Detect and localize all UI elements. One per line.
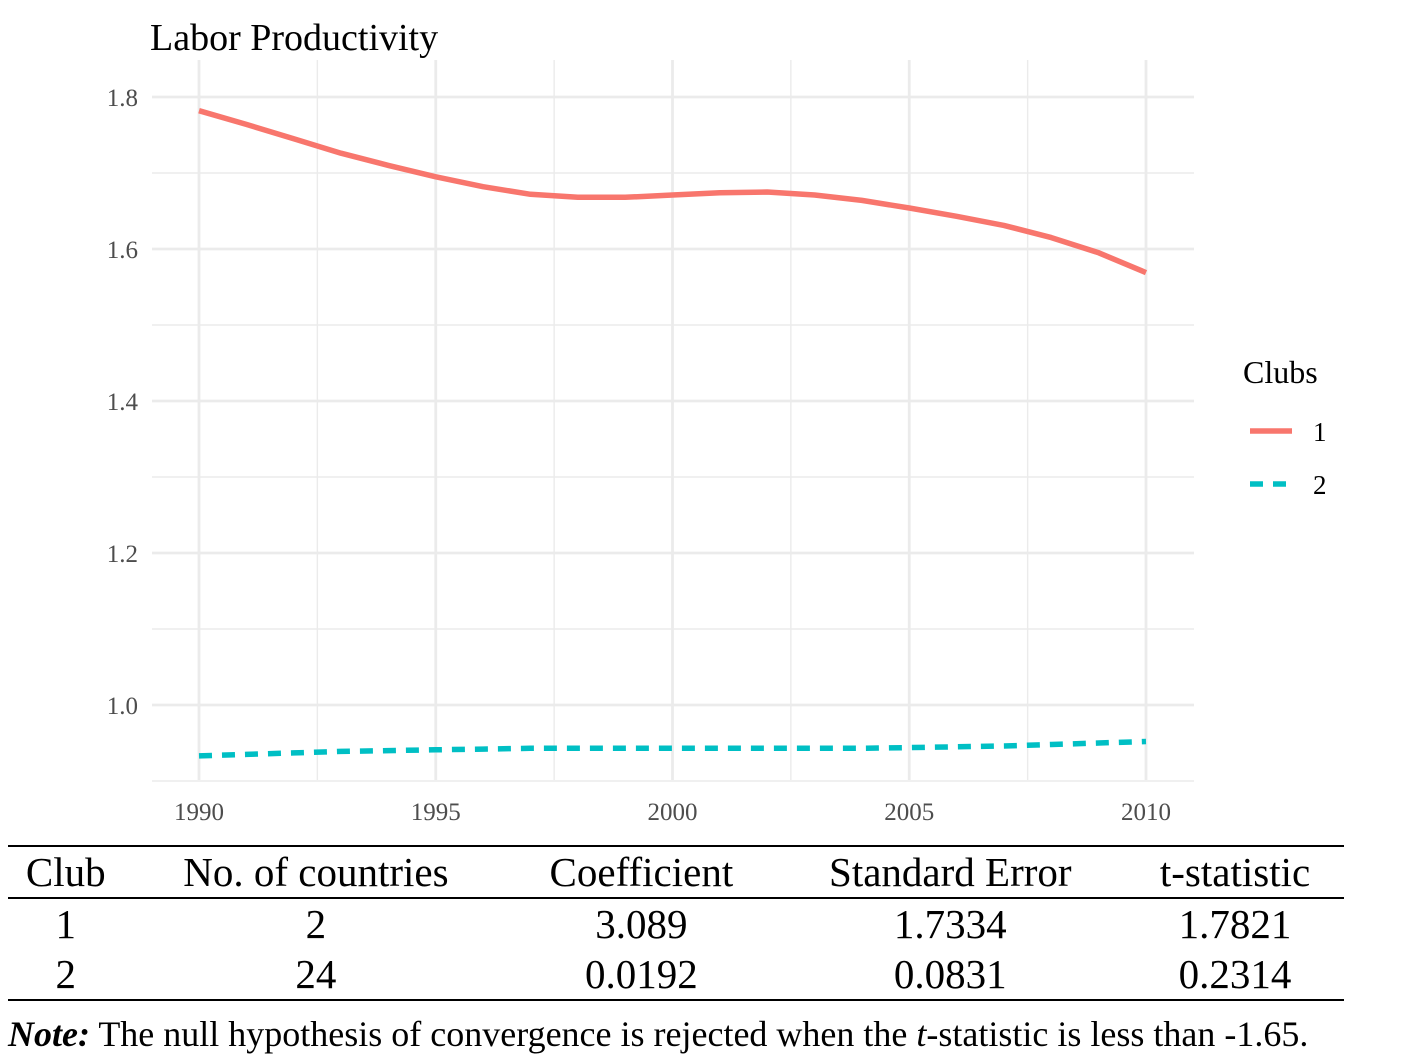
legend-title: Clubs xyxy=(1243,354,1318,390)
legend: Clubs 1 2 xyxy=(1243,354,1327,500)
cell-coefficient: 3.089 xyxy=(595,901,688,947)
major-gridlines xyxy=(152,60,1194,780)
y-tick-label: 1.2 xyxy=(107,541,138,568)
x-tick-label: 1995 xyxy=(411,799,461,826)
y-axis-ticks: 1.0 1.2 1.4 1.6 1.8 xyxy=(107,85,139,720)
table-note: Note: The null hypothesis of convergence… xyxy=(8,1010,1308,1058)
x-tick-label: 2010 xyxy=(1121,799,1171,826)
labor-productivity-chart: Labor Productivity 1990 1995 2000 2005 2010 … xyxy=(107,17,1327,826)
table-row: 1 2 3.089 1.7334 1.7821 xyxy=(8,898,1344,949)
legend-label-club-1: 1 xyxy=(1313,417,1327,447)
series-lines xyxy=(198,108,1148,759)
header-t-statistic: t-statistic xyxy=(1159,849,1311,895)
header-standard-error: Standard Error xyxy=(829,849,1072,895)
x-tick-label: 1990 xyxy=(174,799,224,826)
cell-countries: 24 xyxy=(295,951,337,997)
legend-label-club-2: 2 xyxy=(1313,470,1327,500)
x-tick-label: 2005 xyxy=(884,799,934,826)
header-no-of-countries: No. of countries xyxy=(183,849,449,895)
chart-title: Labor Productivity xyxy=(150,17,438,59)
header-club: Club xyxy=(25,849,106,895)
note-text-before: The null hypothesis of convergence is re… xyxy=(89,1014,917,1054)
cell-t-statistic: 1.7821 xyxy=(1178,901,1292,947)
series-line-club-1 xyxy=(198,108,1148,276)
header-coefficient: Coefficient xyxy=(549,849,734,895)
x-tick-label: 2000 xyxy=(648,799,698,826)
cell-standard-error: 1.7334 xyxy=(893,901,1007,947)
cell-club: 1 xyxy=(55,901,77,947)
y-tick-label: 1.6 xyxy=(107,237,138,264)
cell-countries: 2 xyxy=(305,901,327,947)
convergence-results-table: Club No. of countries Coefficient Standa… xyxy=(8,845,1344,1001)
note-text-after: -statistic is less than -1.65. xyxy=(926,1014,1309,1054)
y-tick-label: 1.4 xyxy=(107,389,139,416)
table-row: 2 24 0.0192 0.0831 0.2314 xyxy=(8,949,1344,1000)
note-label: Note: xyxy=(8,1014,90,1054)
cell-t-statistic: 0.2314 xyxy=(1178,951,1292,997)
y-tick-label: 1.0 xyxy=(107,693,138,720)
series-line-club-2 xyxy=(198,738,1147,759)
note-italic-t: t xyxy=(916,1014,927,1054)
cell-coefficient: 0.0192 xyxy=(585,951,698,997)
cell-club: 2 xyxy=(55,951,77,997)
cell-standard-error: 0.0831 xyxy=(893,951,1007,997)
x-axis-ticks: 1990 1995 2000 2005 2010 xyxy=(174,799,1171,826)
y-tick-label: 1.8 xyxy=(107,85,138,112)
table-header-row: Club No. of countries Coefficient Standa… xyxy=(8,846,1344,898)
